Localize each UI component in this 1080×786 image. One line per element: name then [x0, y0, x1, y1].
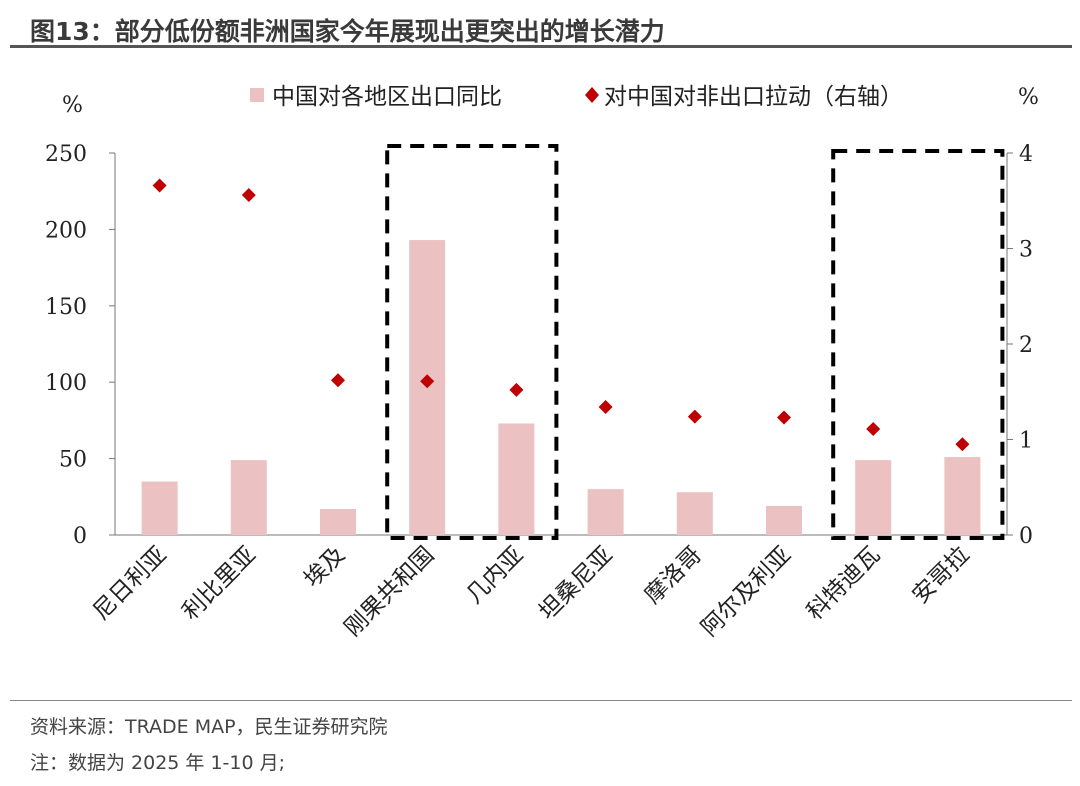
right-tick-label: 3 [1019, 238, 1033, 263]
diamond-point [420, 374, 435, 389]
left-tick-label: 250 [45, 142, 87, 167]
bar [855, 460, 892, 535]
diamond-point [687, 409, 702, 424]
left-tick-label: 50 [59, 448, 87, 473]
left-tick-label: 100 [45, 371, 87, 396]
legend-diamond-swatch [585, 87, 599, 103]
bar [766, 505, 802, 535]
diamond-point [241, 188, 256, 203]
bar [944, 457, 981, 535]
category-label: 科特迪瓦 [802, 542, 885, 625]
left-tick-label: 150 [45, 295, 87, 320]
left-tick-label: 0 [73, 524, 87, 549]
bar [676, 492, 713, 535]
category-label: 利比里亚 [178, 542, 261, 625]
category-label: 埃及 [299, 542, 350, 593]
left-tick-label: 200 [45, 218, 87, 243]
diamond-point [777, 410, 791, 425]
bar [320, 509, 356, 535]
right-tick-label: 0 [1019, 524, 1033, 549]
category-label: 几内亚 [461, 542, 528, 609]
legend-diamond-label: 对中国对非出口拉动（右轴） [604, 84, 903, 110]
category-label: 坦桑尼亚 [534, 542, 617, 625]
category-label: 摩洛哥 [640, 542, 707, 609]
category-label: 安哥拉 [907, 542, 974, 609]
right-tick-label: 4 [1019, 142, 1033, 167]
diamond-point [955, 437, 970, 452]
footer-rule [10, 700, 1072, 701]
diamond-point [866, 421, 881, 436]
right-tick-label: 2 [1019, 333, 1033, 358]
legend-bar-label: 中国对各地区出口同比 [272, 84, 502, 110]
category-label: 刚果共和国 [340, 542, 440, 642]
diamond-point [331, 373, 345, 388]
source-note: 资料来源：TRADE MAP，民生证券研究院 [30, 716, 388, 738]
bar [587, 489, 624, 535]
category-label: 尼日利亚 [88, 542, 171, 625]
right-axis-unit: % [1018, 85, 1039, 110]
data-note: 注：数据为 2025 年 1-10 月; [30, 752, 286, 774]
bar [230, 460, 267, 535]
figure-title: 图13：部分低份额非洲国家今年展现出更突出的增长潜力 [30, 17, 665, 46]
diamond-point [509, 382, 524, 397]
right-tick-label: 1 [1019, 429, 1033, 454]
title-rule [10, 45, 1072, 48]
diamond-point [152, 178, 167, 193]
bar [141, 481, 178, 535]
legend-bar-swatch [250, 88, 264, 102]
diamond-point [598, 400, 613, 415]
bar [498, 423, 535, 535]
left-axis-unit: % [62, 93, 83, 118]
highlight-box [385, 144, 559, 540]
category-label: 阿尔及利亚 [697, 542, 797, 642]
